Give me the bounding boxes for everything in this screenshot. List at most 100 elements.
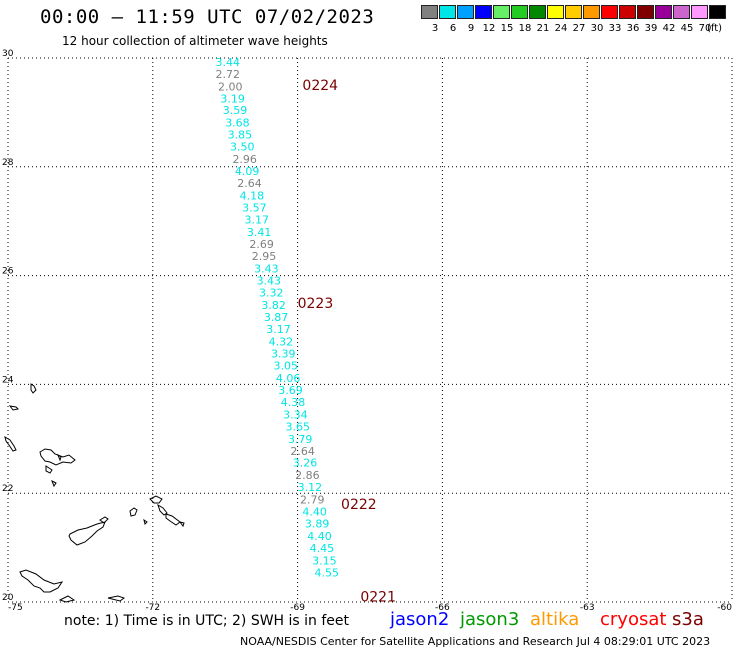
coast-island-q (58, 595, 76, 603)
swh-value: 3.82 (261, 299, 286, 312)
swh-value: 3.89 (305, 518, 330, 531)
legend-label: 27 (572, 23, 586, 34)
legend-label: 45 (680, 23, 694, 34)
swh-value: 4.38 (281, 396, 306, 409)
lat-tick-label: 20 (2, 593, 14, 603)
swh-value: 4.18 (240, 190, 265, 203)
legend-swatch (421, 5, 438, 19)
coast-island-m (165, 513, 181, 526)
swh-observations: 3.442.722.003.193.593.683.853.502.964.09… (216, 56, 339, 580)
legend-swatch (601, 5, 618, 19)
swh-value: 3.87 (264, 311, 289, 324)
swh-value: 2.00 (218, 80, 243, 93)
lat-tick-label: 26 (2, 267, 14, 277)
coast-island-k (149, 495, 163, 504)
swh-value: 2.64 (237, 177, 262, 190)
swh-value: 2.72 (216, 68, 241, 81)
legend-swatch (565, 5, 582, 19)
swh-value: 3.85 (228, 129, 253, 142)
coastline (4, 383, 185, 603)
swh-value: 3.50 (230, 141, 255, 154)
lat-tick-label: 22 (2, 484, 13, 494)
pass-label: 0224 (302, 78, 338, 94)
coast-island-r (107, 595, 126, 602)
swh-value: 3.19 (220, 92, 245, 105)
footer-credit: NOAA/NESDIS Center for Satellite Applica… (240, 635, 711, 648)
legend-swatch (493, 5, 510, 19)
axis-ticks: 30 28 26 24 22 20-75 -72 -69 -66 -63 -60 (2, 49, 732, 613)
coast-island-a (30, 383, 37, 394)
swh-value: 4.09 (235, 165, 260, 178)
legend-label: 3 (431, 23, 439, 34)
lon-tick-label: -72 (145, 603, 160, 613)
legend-label: 39 (644, 23, 658, 34)
legend-label: 6 (449, 23, 457, 34)
swh-value: 3.43 (257, 274, 282, 287)
swh-value: 3.17 (245, 214, 269, 227)
swh-value: 4.40 (302, 506, 327, 519)
swh-value: 3.26 (293, 457, 318, 470)
lat-tick-label: 28 (2, 158, 14, 168)
swh-value: 3.17 (266, 323, 291, 336)
coast-island-e (45, 465, 53, 474)
swh-value: 3.79 (288, 433, 313, 446)
legend-swatch (655, 5, 672, 19)
legend-swatch (511, 5, 528, 19)
coast-island-h (68, 521, 106, 546)
swh-value: 2.95 (252, 250, 277, 263)
legend-swatch (547, 5, 564, 19)
legend-swatch (529, 5, 546, 19)
swh-value: 3.15 (312, 555, 337, 568)
coast-island-o (143, 518, 148, 525)
legend-label: 12 (482, 23, 496, 34)
coast-island-n (178, 521, 185, 528)
legend-label: 70 (698, 23, 712, 34)
swh-value: 3.05 (273, 359, 298, 372)
legend-label: 9 (467, 23, 475, 34)
legend-unit: (ft) (707, 23, 723, 34)
swh-value: 2.86 (295, 469, 320, 482)
coast-island-d (39, 448, 76, 466)
lon-tick-label: -75 (8, 603, 23, 613)
swh-value: 4.55 (314, 567, 339, 580)
swh-value: 3.44 (216, 56, 241, 69)
legend-label: 42 (662, 23, 676, 34)
swh-value: 3.59 (223, 104, 248, 117)
legend-swatch (457, 5, 474, 19)
satellite-altika: altika (530, 609, 580, 630)
coast-island-c (4, 435, 17, 452)
swh-value: 3.43 (254, 263, 279, 276)
satellite-jason3: jason3 (460, 609, 520, 630)
swh-value: 3.32 (259, 286, 284, 299)
legend-label: 33 (608, 23, 622, 34)
swh-value: 3.68 (225, 117, 250, 130)
coast-island-b (8, 405, 20, 411)
legend-swatch (673, 5, 690, 19)
swh-value: 4.40 (307, 530, 332, 543)
legend-swatch (583, 5, 600, 19)
coast-island-j (129, 507, 138, 517)
legend-label: 36 (626, 23, 640, 34)
legend-label: 15 (500, 23, 514, 34)
lon-tick-label: -69 (290, 603, 305, 613)
coast-island-i (99, 516, 109, 524)
legend-label: 30 (590, 23, 604, 34)
lat-tick-label: 24 (2, 375, 14, 385)
lon-tick-label: -60 (717, 603, 732, 613)
swh-value: 2.96 (232, 153, 257, 166)
pass-label: 0221 (360, 590, 396, 606)
swh-value: 3.69 (278, 384, 303, 397)
pass-label: 0223 (298, 296, 334, 312)
legend-swatch (619, 5, 636, 19)
lon-tick-label: -66 (435, 603, 450, 613)
pass-labels: 0224 0223 0222 0221 (298, 78, 396, 605)
satellite-s3a: s3a (672, 609, 704, 630)
map-grid (7, 57, 733, 603)
lat-tick-label: 30 (2, 49, 14, 59)
swh-value: 2.64 (290, 445, 315, 458)
satellite-jason2: jason2 (390, 609, 450, 630)
swh-value: 2.79 (300, 494, 325, 507)
legend-label: 18 (518, 23, 532, 34)
coast-island-p (19, 569, 64, 593)
